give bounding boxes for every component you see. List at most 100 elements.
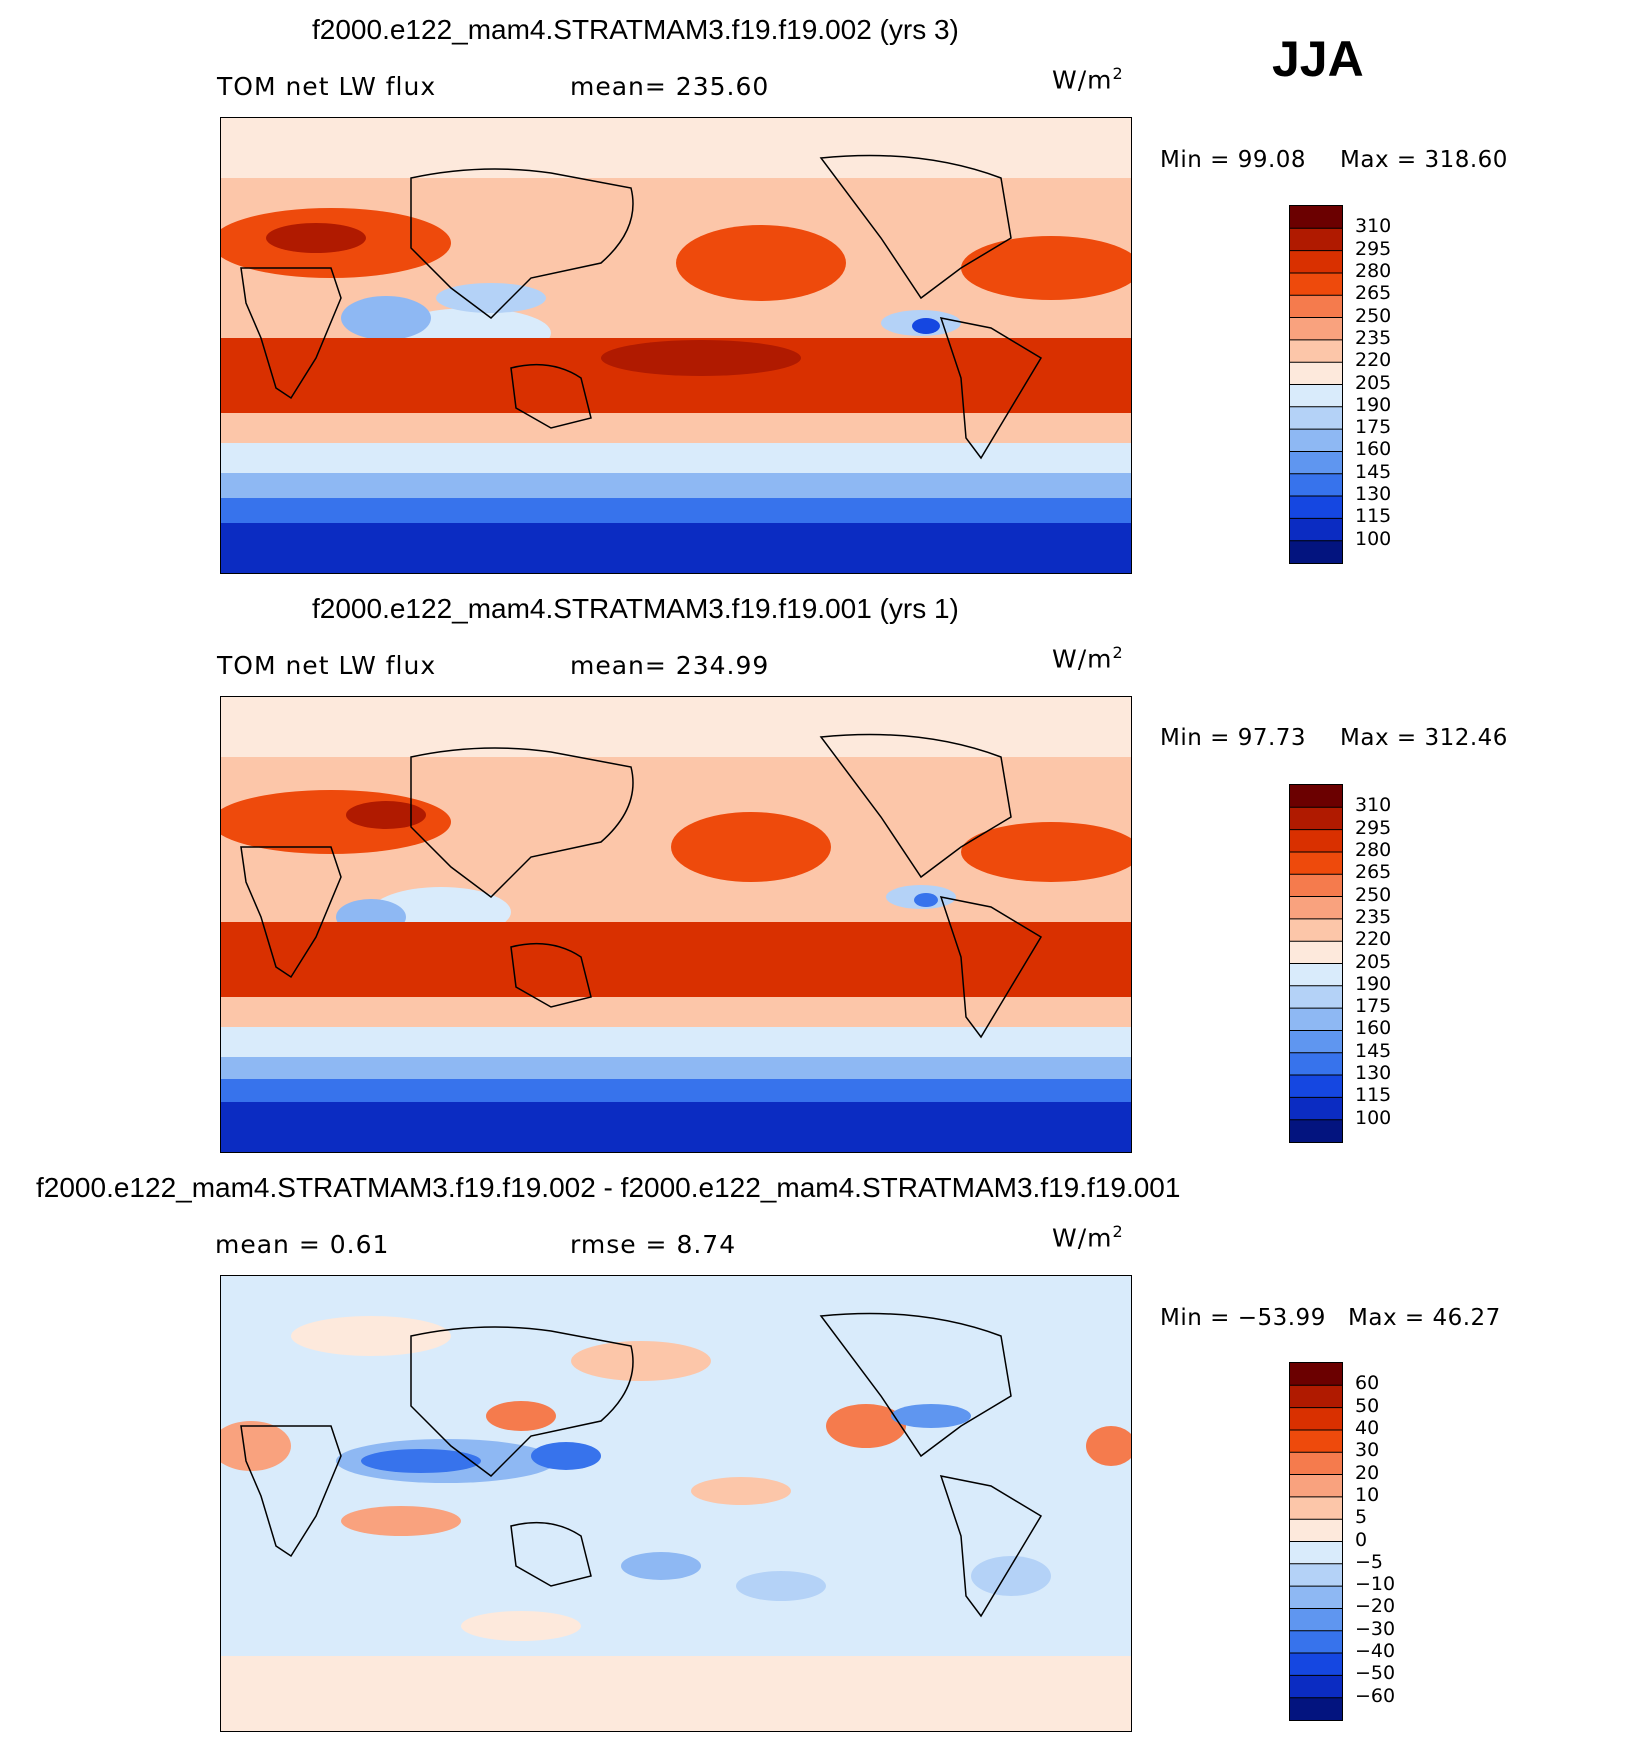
panel1-colorbar-tick-label: 250 <box>1355 304 1392 327</box>
panel2-colorbar-tick-label: 235 <box>1355 905 1392 928</box>
panel1-eurasia-coast <box>410 168 634 319</box>
panel1-colorbar-tick-label: 190 <box>1355 393 1392 416</box>
panel3-colorbar-tick-label: −50 <box>1355 1662 1396 1685</box>
panel2-colorbar-tick-label: 220 <box>1355 928 1392 951</box>
panel3-anomaly-k <box>341 1506 461 1536</box>
panel1-arabian-convection <box>341 296 431 340</box>
panel3-max: Max = 46.27 <box>1348 1305 1501 1331</box>
panel1-colorbar-tick-label: 100 <box>1355 527 1392 550</box>
panel1-units-exponent: 2 <box>1112 64 1124 83</box>
panel1-australia-coast <box>510 363 592 429</box>
panel1-colorbar-tick-label: 295 <box>1355 237 1392 260</box>
panel1-colorbar-swatch <box>1290 451 1342 475</box>
panel1-colorbar-swatch <box>1290 250 1342 274</box>
panel2-colorbar-swatch <box>1290 1097 1342 1121</box>
panel2-colorbar-swatch <box>1290 896 1342 920</box>
panel2-colorbar-swatch <box>1290 807 1342 831</box>
panel3-anomaly-d <box>486 1401 556 1431</box>
panel1-colorbar-tick-label: 220 <box>1355 349 1392 372</box>
panel3-colorbar-swatch <box>1290 1519 1342 1542</box>
panel3-units-text: W/m <box>1052 1223 1113 1253</box>
panel3-title: f2000.e122_mam4.STRATMAM3.f19.f19.002 - … <box>36 1172 1181 1203</box>
panel3-australia-coast <box>510 1521 592 1587</box>
panel2-mean: mean= 234.99 <box>570 651 770 680</box>
panel3-colorbar-tick-label: −20 <box>1355 1595 1396 1618</box>
panel1-colorbar-tick-label: 280 <box>1355 259 1392 282</box>
panel1-africa-coast <box>240 267 342 400</box>
panel1-colorbar-swatch <box>1290 339 1342 363</box>
panel2-colorbar-tick-label: 115 <box>1355 1084 1392 1107</box>
panel2-eurasia-coast <box>410 747 634 898</box>
panel1-colorbar-swatch <box>1290 429 1342 452</box>
panel3-mean: mean = 0.61 <box>215 1230 390 1259</box>
panel3-south-america-coast <box>939 1475 1043 1618</box>
panel1-spacific-dry-core <box>601 340 801 376</box>
panel3-anomaly-l <box>691 1477 791 1505</box>
panel3-africa-coast <box>240 1425 342 1558</box>
panel2-units: W/m2 <box>1052 643 1124 673</box>
panel3-colorbar-tick-label: −60 <box>1355 1684 1396 1707</box>
panel2-colorbar-swatch <box>1290 785 1342 808</box>
panel3-anomaly-j <box>1086 1426 1131 1466</box>
panel3-colorbar-swatch <box>1290 1407 1342 1431</box>
panel3-colorbar <box>1289 1362 1343 1721</box>
panel3-colorbar-tick-label: 40 <box>1355 1416 1380 1439</box>
panel2-colorbar <box>1289 784 1343 1143</box>
panel1-max: Max = 318.60 <box>1340 147 1508 173</box>
panel3-colorbar-swatch <box>1290 1697 1342 1720</box>
panel3-anomaly-b <box>571 1341 711 1381</box>
panel1-colorbar-swatch <box>1290 206 1342 229</box>
panel2-colorbar-swatch <box>1290 1119 1342 1142</box>
panel1-min: Min = 99.08 <box>1160 147 1307 173</box>
panel1-units-text: W/m <box>1052 65 1113 95</box>
panel1-southern-band-2 <box>221 473 1131 498</box>
panel3-colorbar-tick-label: 30 <box>1355 1439 1380 1462</box>
panel1-units: W/m2 <box>1052 64 1124 94</box>
panel2-map-svg <box>221 697 1131 1152</box>
panel1-colorbar-swatch <box>1290 473 1342 497</box>
panel2-colorbar-swatch <box>1290 918 1342 942</box>
panel2-colorbar-tick-label: 160 <box>1355 1017 1392 1040</box>
panel1-colorbar-swatch <box>1290 295 1342 319</box>
panel1-colorbar-swatch <box>1290 540 1342 563</box>
panel3-colorbar-swatch <box>1290 1675 1342 1699</box>
panel2-colorbar-tick-label: 190 <box>1355 972 1392 995</box>
panel2-units-exponent: 2 <box>1112 643 1124 662</box>
panel2-africa-coast <box>240 846 342 979</box>
panel2-arctic-band <box>221 697 1131 757</box>
panel1-colorbar-swatch <box>1290 362 1342 385</box>
panel1-colorbar-swatch <box>1290 228 1342 252</box>
panel1-colorbar-tick-label: 160 <box>1355 438 1392 461</box>
panel3-rmse: rmse = 8.74 <box>570 1230 737 1259</box>
panel3-colorbar-svg <box>1290 1363 1342 1720</box>
panel1-colorbar-tick-label: 310 <box>1355 215 1392 238</box>
panel1-convective-core <box>912 318 940 334</box>
panel3-colorbar-swatch <box>1290 1452 1342 1476</box>
panel3-anomaly-n <box>736 1571 826 1601</box>
panel1-colorbar-tick-label: 145 <box>1355 460 1392 483</box>
panel2-natlantic-high <box>961 822 1131 882</box>
panel2-southern-band-1 <box>221 1027 1131 1057</box>
panel2-colorbar-swatch <box>1290 1052 1342 1076</box>
panel1-colorbar-swatch <box>1290 518 1342 542</box>
panel3-eurasia-coast <box>410 1326 634 1477</box>
panel3-colorbar-swatch <box>1290 1474 1342 1498</box>
panel1-colorbar-tick-label: 265 <box>1355 282 1392 305</box>
panel1-colorbar-swatch <box>1290 384 1342 408</box>
panel3-colorbar-swatch <box>1290 1630 1342 1654</box>
panel3-anomaly-i <box>891 1404 971 1428</box>
panel2-colorbar-tick-label: 280 <box>1355 838 1392 861</box>
panel2-colorbar-tick-label: 310 <box>1355 794 1392 817</box>
panel3-southern-band <box>221 1656 1131 1731</box>
panel1-colorbar <box>1289 205 1343 564</box>
panel2-colorbar-tick-label: 100 <box>1355 1106 1392 1129</box>
panel2-colorbar-tick-label: 250 <box>1355 883 1392 906</box>
panel3-colorbar-tick-label: −40 <box>1355 1640 1396 1663</box>
panel1-colorbar-tick-label: 235 <box>1355 326 1392 349</box>
panel2-south-america-coast <box>939 896 1043 1039</box>
panel2-colorbar-swatch <box>1290 941 1342 964</box>
panel2-colorbar-swatch <box>1290 963 1342 987</box>
panel2-colorbar-tick-label: 205 <box>1355 950 1392 973</box>
panel1-colorbar-tick-label: 130 <box>1355 483 1392 506</box>
panel2-subtropical-band <box>221 922 1131 997</box>
